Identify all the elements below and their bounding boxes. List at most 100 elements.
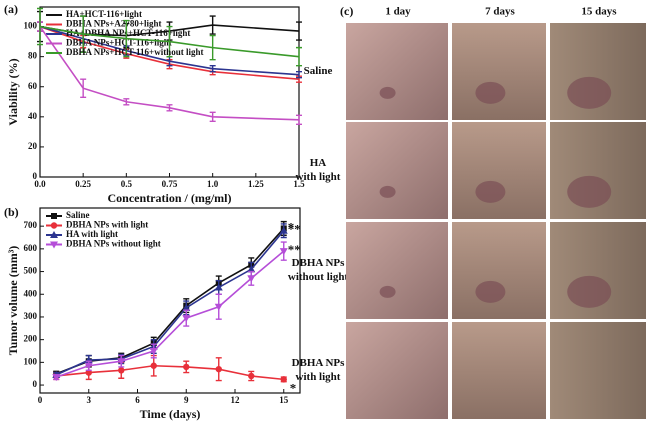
marker bbox=[247, 265, 256, 273]
y-tick-label: 700 bbox=[24, 220, 38, 230]
row-label: with light bbox=[296, 171, 341, 183]
tumor bbox=[379, 285, 396, 298]
marker bbox=[50, 231, 58, 238]
y-tick-label: 0 bbox=[33, 171, 38, 181]
marker bbox=[118, 367, 125, 374]
legend-label: DBHA NPs+A2780+light bbox=[66, 19, 162, 29]
y-tick-label: 600 bbox=[24, 243, 38, 253]
error-bar bbox=[123, 19, 130, 58]
photo bbox=[452, 222, 546, 319]
annotation: ** bbox=[288, 242, 301, 257]
tumor bbox=[475, 280, 506, 303]
annotation: * bbox=[288, 219, 295, 234]
error-bar bbox=[296, 114, 302, 126]
y-tick-label: 40 bbox=[28, 111, 38, 121]
marker bbox=[183, 363, 190, 371]
y-axis-label: Tumor volume (mm³) bbox=[6, 246, 20, 356]
error-bar bbox=[296, 21, 302, 41]
marker bbox=[214, 303, 223, 311]
tumor bbox=[567, 76, 612, 109]
plot-frame bbox=[39, 207, 301, 394]
marker bbox=[182, 303, 191, 311]
marker bbox=[149, 348, 158, 356]
x-tick-label: 6 bbox=[135, 395, 140, 405]
x-tick-label: 0.25 bbox=[75, 179, 91, 189]
error-bar bbox=[209, 34, 216, 61]
error-bar bbox=[296, 46, 302, 67]
column-label: 7 days bbox=[485, 6, 515, 18]
x-axis-label: Time (days) bbox=[140, 407, 201, 421]
row-label: DBHA NPs bbox=[292, 357, 346, 369]
x-tick-label: 15 bbox=[279, 395, 289, 405]
x-tick-label: 1.5 bbox=[293, 179, 305, 189]
tumor bbox=[567, 175, 612, 208]
marker bbox=[214, 283, 223, 291]
tumor bbox=[567, 275, 612, 308]
marker bbox=[280, 376, 287, 383]
photo bbox=[452, 322, 546, 419]
error-bar bbox=[37, 7, 43, 46]
error-bar bbox=[296, 70, 302, 79]
error-bar bbox=[123, 98, 130, 106]
series-line bbox=[55, 227, 285, 375]
legend-label: HA+HCT-116+light bbox=[66, 9, 142, 19]
y-tick-label: 20 bbox=[28, 141, 38, 151]
x-tick-label: 9 bbox=[184, 395, 189, 405]
y-axis-label: Viability (%) bbox=[6, 58, 20, 125]
tumor bbox=[379, 86, 396, 99]
row-label: Saline bbox=[304, 65, 333, 77]
annotation: * bbox=[290, 380, 297, 395]
error-bar bbox=[209, 64, 216, 73]
marker bbox=[215, 365, 222, 373]
y-tick-label: 80 bbox=[28, 51, 38, 61]
panel-label: (c) bbox=[340, 4, 353, 18]
y-tick-label: 400 bbox=[24, 288, 38, 298]
tumor bbox=[475, 180, 506, 203]
photo bbox=[346, 23, 448, 120]
error-bar bbox=[209, 15, 216, 35]
x-tick-label: 1.25 bbox=[248, 179, 264, 189]
x-tick-label: 0.0 bbox=[34, 179, 46, 189]
marker bbox=[182, 315, 191, 323]
photo bbox=[346, 222, 448, 319]
marker bbox=[247, 275, 256, 283]
x-tick-label: 3 bbox=[87, 395, 92, 405]
row-label: with light bbox=[296, 371, 341, 383]
marker bbox=[248, 372, 255, 380]
row-label: without light bbox=[288, 271, 349, 283]
marker bbox=[51, 213, 57, 219]
error-bar bbox=[80, 15, 87, 53]
series-line bbox=[55, 250, 285, 378]
marker bbox=[52, 374, 61, 382]
series-line bbox=[56, 364, 284, 381]
photo bbox=[452, 23, 546, 120]
panel-label: (b) bbox=[4, 205, 19, 219]
legend-label: Saline bbox=[66, 210, 90, 220]
column-label: 1 day bbox=[385, 6, 411, 18]
x-tick-label: 0.5 bbox=[121, 179, 133, 189]
marker bbox=[50, 222, 58, 229]
panel-label: (a) bbox=[4, 2, 18, 16]
x-tick-label: 0 bbox=[38, 395, 43, 405]
row-label: DBHA NPs bbox=[292, 257, 346, 269]
series-line bbox=[39, 25, 300, 58]
series-line bbox=[39, 25, 300, 81]
row-label: HA bbox=[310, 157, 327, 169]
y-tick-label: 100 bbox=[24, 356, 38, 366]
series-line bbox=[39, 26, 300, 121]
marker bbox=[50, 241, 58, 249]
legend-label: DBHA NPs+HCT-116+light bbox=[66, 38, 172, 48]
photo bbox=[452, 122, 546, 219]
marker bbox=[150, 362, 157, 369]
legend-label: DBHA NPs with light bbox=[66, 220, 148, 230]
y-tick-label: 200 bbox=[24, 334, 38, 344]
x-tick-label: 12 bbox=[231, 395, 241, 405]
tumor bbox=[475, 81, 506, 104]
error-bar bbox=[166, 25, 173, 58]
x-tick-label: 0.75 bbox=[162, 179, 178, 189]
photo bbox=[346, 122, 448, 219]
legend-label: HA with light bbox=[66, 229, 118, 239]
x-tick-label: 1.0 bbox=[207, 179, 219, 189]
column-label: 15 days bbox=[581, 6, 617, 18]
